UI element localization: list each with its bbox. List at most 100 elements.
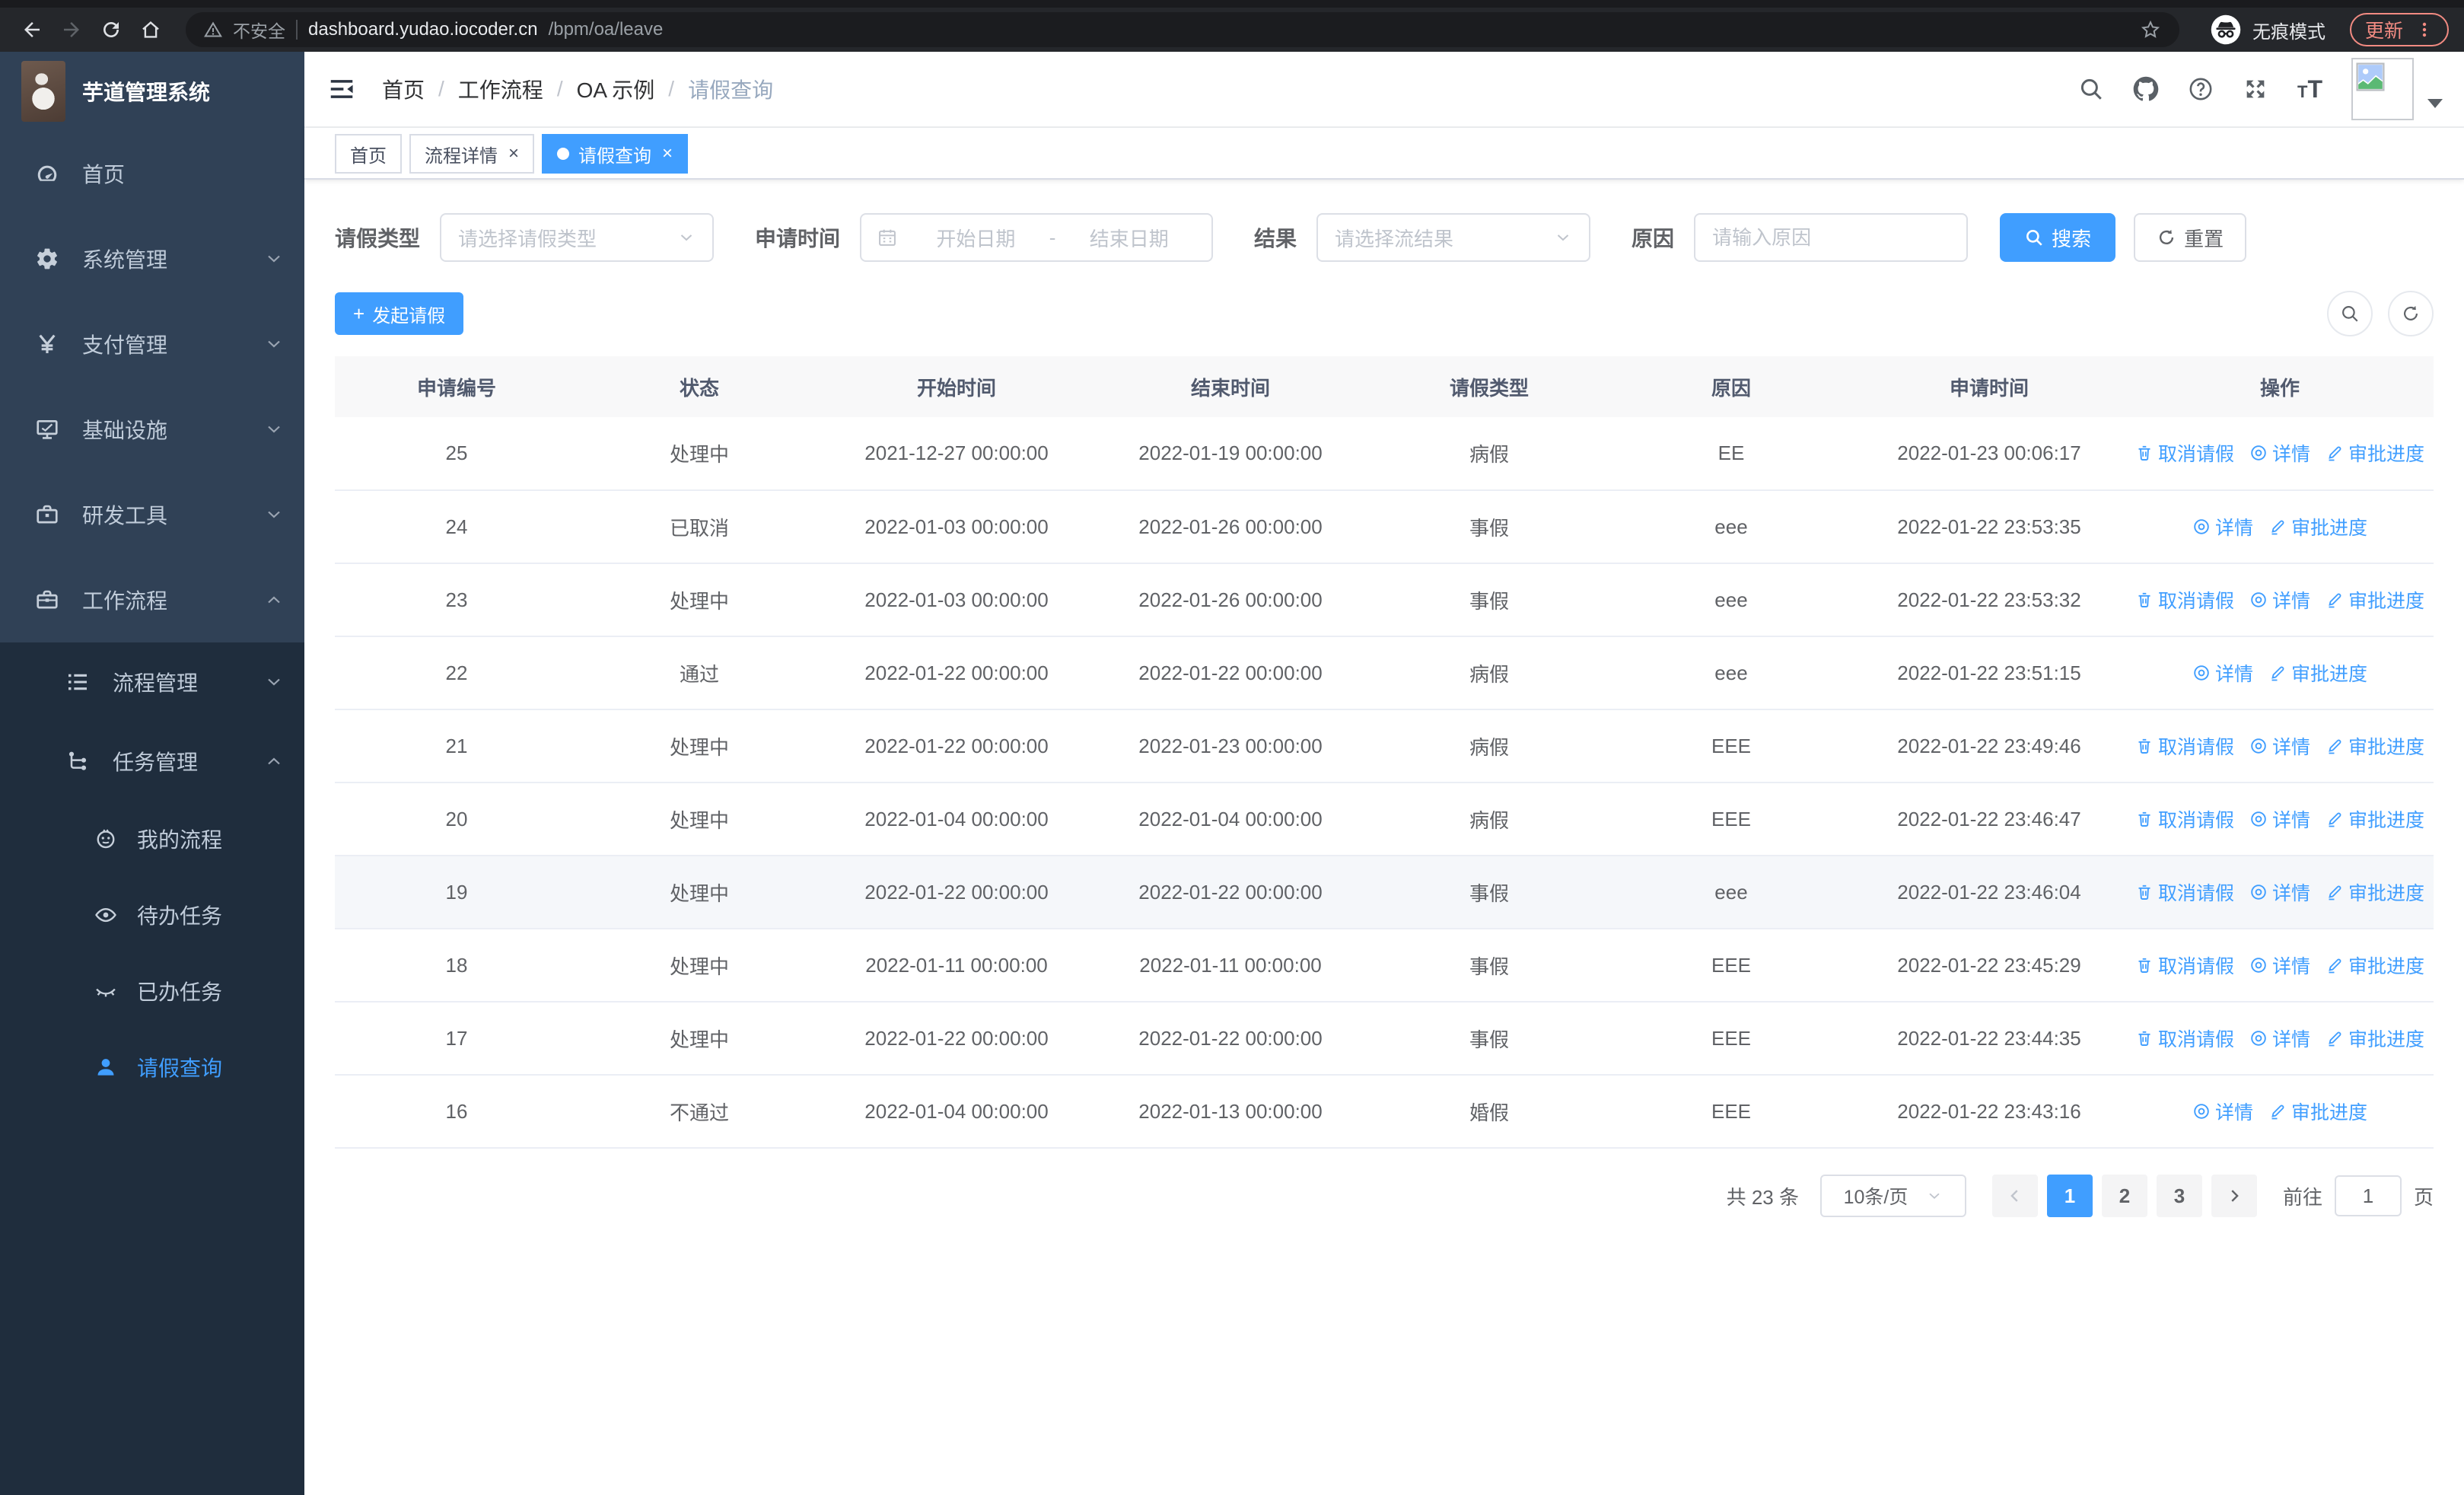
sidebar-item-task-mgmt[interactable]: 任务管理: [0, 722, 304, 801]
breadcrumb-item[interactable]: OA 示例: [576, 78, 655, 102]
view-icon: [2249, 444, 2268, 462]
action-label: 取消请假: [2157, 590, 2234, 612]
user-icon: [94, 1056, 117, 1079]
sidebar-item-done-tasks[interactable]: 已办任务: [0, 953, 304, 1029]
breadcrumb: 首页 / 工作流程 / OA 示例 / 请假查询: [382, 74, 773, 104]
action-progress-link[interactable]: 审批进度: [2326, 952, 2424, 979]
action-progress-link[interactable]: 审批进度: [2268, 1098, 2367, 1125]
page-size-select[interactable]: 10条/页: [1819, 1175, 1966, 1217]
broken-image-icon: [2356, 62, 2385, 91]
close-icon[interactable]: ×: [508, 143, 520, 164]
sidebar-item-devtools[interactable]: 研发工具: [0, 472, 304, 557]
action-cancel-leave-link[interactable]: 取消请假: [2135, 1025, 2234, 1052]
cell-type: 病假: [1368, 417, 1610, 491]
fullscreen-icon[interactable]: [2243, 76, 2268, 102]
action-cancel-leave-link[interactable]: 取消请假: [2135, 586, 2234, 614]
leave-type-select[interactable]: 请选择请假类型: [440, 213, 715, 262]
toggle-search-button[interactable]: [2327, 291, 2373, 336]
sidebar-item-leave-query[interactable]: 请假查询: [0, 1029, 304, 1105]
action-detail-link[interactable]: 详情: [2249, 439, 2310, 467]
page-button-2[interactable]: 2: [2101, 1175, 2147, 1217]
end-date-placeholder: 结束日期: [1089, 227, 1169, 250]
sidebar-item-label: 工作流程: [82, 589, 168, 613]
action-progress-link[interactable]: 审批进度: [2326, 586, 2424, 614]
action-detail-link[interactable]: 详情: [2249, 732, 2310, 760]
sidebar-logo[interactable]: 芋道管理系统: [0, 52, 304, 131]
cell-status: 处理中: [578, 783, 820, 856]
action-cancel-leave-link[interactable]: 取消请假: [2135, 952, 2234, 979]
action-progress-link[interactable]: 审批进度: [2326, 439, 2424, 467]
apply-time-range-picker[interactable]: 开始日期 - 结束日期: [860, 213, 1214, 262]
browser-home-button[interactable]: [134, 13, 167, 46]
cell-id: 20: [335, 783, 578, 856]
create-leave-button[interactable]: + 发起请假: [335, 292, 464, 335]
sidebar-collapse-icon[interactable]: [327, 75, 356, 104]
action-progress-link[interactable]: 审批进度: [2326, 732, 2424, 760]
browser-back-button[interactable]: [15, 13, 49, 46]
action-cancel-leave-link[interactable]: 取消请假: [2135, 805, 2234, 833]
next-page-button[interactable]: [2211, 1175, 2257, 1217]
action-cancel-leave-link[interactable]: 取消请假: [2135, 878, 2234, 906]
tab-process-detail[interactable]: 流程详情 ×: [409, 134, 535, 174]
github-icon[interactable]: [2133, 76, 2159, 102]
chevron-up-icon: [265, 752, 283, 770]
breadcrumb-item[interactable]: 首页: [382, 78, 425, 102]
chevron-down-icon: [2427, 99, 2443, 116]
breadcrumb-item[interactable]: 工作流程: [457, 78, 543, 102]
cell-id: 19: [335, 856, 578, 929]
sidebar-item-todo-tasks[interactable]: 待办任务: [0, 877, 304, 953]
action-cancel-leave-link[interactable]: 取消请假: [2135, 732, 2234, 760]
action-detail-link[interactable]: 详情: [2249, 952, 2310, 979]
search-button[interactable]: 搜索: [2000, 213, 2116, 262]
refresh-table-button[interactable]: [2388, 291, 2434, 336]
browser-forward-button[interactable]: [55, 13, 88, 46]
sidebar-item-system[interactable]: 系统管理: [0, 216, 304, 301]
action-progress-link[interactable]: 审批进度: [2326, 878, 2424, 906]
sidebar-item-home[interactable]: 首页: [0, 131, 304, 216]
sidebar-menu-sub: 流程管理 任务管理 我的流程 待办任务 已办任务请假查询: [0, 642, 304, 1495]
browser-address-bar[interactable]: 不安全 dashboard.yudao.iocoder.cn /bpm/oa/l…: [186, 12, 2179, 47]
action-detail-link[interactable]: 详情: [2249, 586, 2310, 614]
sidebar-item-my-process[interactable]: 我的流程: [0, 801, 304, 877]
browser-reload-button[interactable]: [94, 13, 128, 46]
action-detail-link[interactable]: 详情: [2249, 1025, 2310, 1052]
sidebar-item-process-mgmt[interactable]: 流程管理: [0, 642, 304, 722]
reset-button[interactable]: 重置: [2134, 213, 2247, 262]
sidebar-item-label: 请假查询: [137, 1057, 223, 1080]
reason-label: 原因: [1632, 227, 1675, 250]
search-icon[interactable]: [2078, 76, 2104, 102]
result-select[interactable]: 请选择流结果: [1316, 213, 1591, 262]
tab-home[interactable]: 首页: [335, 134, 402, 174]
action-detail-link[interactable]: 详情: [2192, 1098, 2253, 1125]
bookmark-star-icon[interactable]: [2140, 19, 2161, 40]
reason-input[interactable]: [1712, 225, 1950, 250]
action-detail-link[interactable]: 详情: [2192, 513, 2253, 540]
user-avatar-menu[interactable]: [2351, 58, 2443, 120]
action-progress-link[interactable]: 审批进度: [2326, 805, 2424, 833]
sidebar-item-workflow[interactable]: 工作流程: [0, 557, 304, 642]
action-progress-link[interactable]: 审批进度: [2268, 659, 2367, 687]
cell-type: 事假: [1368, 490, 1610, 564]
sidebar-item-infra[interactable]: 基础设施: [0, 387, 304, 472]
browser-menu-update-button[interactable]: 更新: [2349, 13, 2449, 46]
cell-applied: 2022-01-22 23:51:15: [1852, 636, 2126, 710]
breadcrumb-separator: /: [668, 77, 675, 100]
page-button-1[interactable]: 1: [2046, 1175, 2093, 1217]
tab-label: 首页: [350, 145, 387, 167]
action-progress-link[interactable]: 审批进度: [2268, 513, 2367, 540]
action-detail-link[interactable]: 详情: [2249, 878, 2310, 906]
help-icon[interactable]: [2188, 76, 2214, 102]
goto-page-input[interactable]: [2334, 1175, 2402, 1216]
close-icon[interactable]: ×: [662, 143, 673, 164]
font-size-icon[interactable]: [2297, 77, 2322, 101]
tab-leave-query[interactable]: 请假查询 ×: [542, 134, 689, 174]
action-detail-link[interactable]: 详情: [2192, 659, 2253, 687]
cell-start: 2022-01-22 00:00:00: [820, 1002, 1093, 1076]
action-cancel-leave-link[interactable]: 取消请假: [2135, 439, 2234, 467]
sidebar-item-payment[interactable]: 支付管理: [0, 301, 304, 387]
page-button-3[interactable]: 3: [2156, 1175, 2202, 1217]
action-progress-link[interactable]: 审批进度: [2326, 1025, 2424, 1052]
action-detail-link[interactable]: 详情: [2249, 805, 2310, 833]
cell-id: 21: [335, 709, 578, 783]
prev-page-button[interactable]: [1991, 1175, 2038, 1217]
